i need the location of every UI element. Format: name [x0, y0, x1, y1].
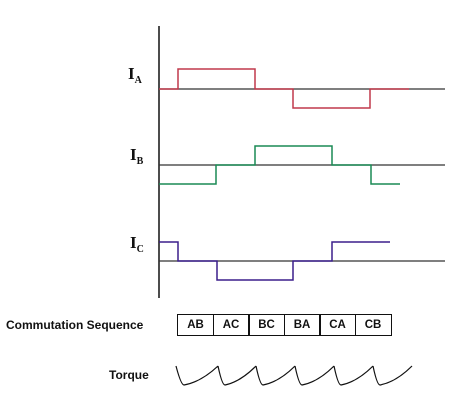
- ib-waveform: [159, 145, 400, 185]
- step-cb: CB: [354, 314, 392, 336]
- commutation-sequence-label: Commutation Sequence: [6, 318, 144, 332]
- ic-label: IC: [130, 233, 144, 255]
- signal-ia: IA: [128, 64, 445, 109]
- step-ca: CA: [319, 314, 356, 336]
- torque-label: Torque: [109, 368, 149, 382]
- commutation-sequence: AB AC BC BA CA CB: [177, 314, 392, 336]
- ic-waveform: [159, 241, 390, 281]
- step-ac: AC: [212, 314, 250, 336]
- ia-waveform: [159, 68, 409, 109]
- torque-waveform: [175, 365, 413, 386]
- signal-ib: IB: [130, 145, 445, 185]
- step-ab: AB: [177, 314, 214, 336]
- step-bc: BC: [248, 314, 285, 336]
- ib-label: IB: [130, 145, 144, 167]
- step-ba: BA: [283, 314, 321, 336]
- ia-label: IA: [128, 64, 143, 86]
- signal-ic: IC: [130, 233, 445, 281]
